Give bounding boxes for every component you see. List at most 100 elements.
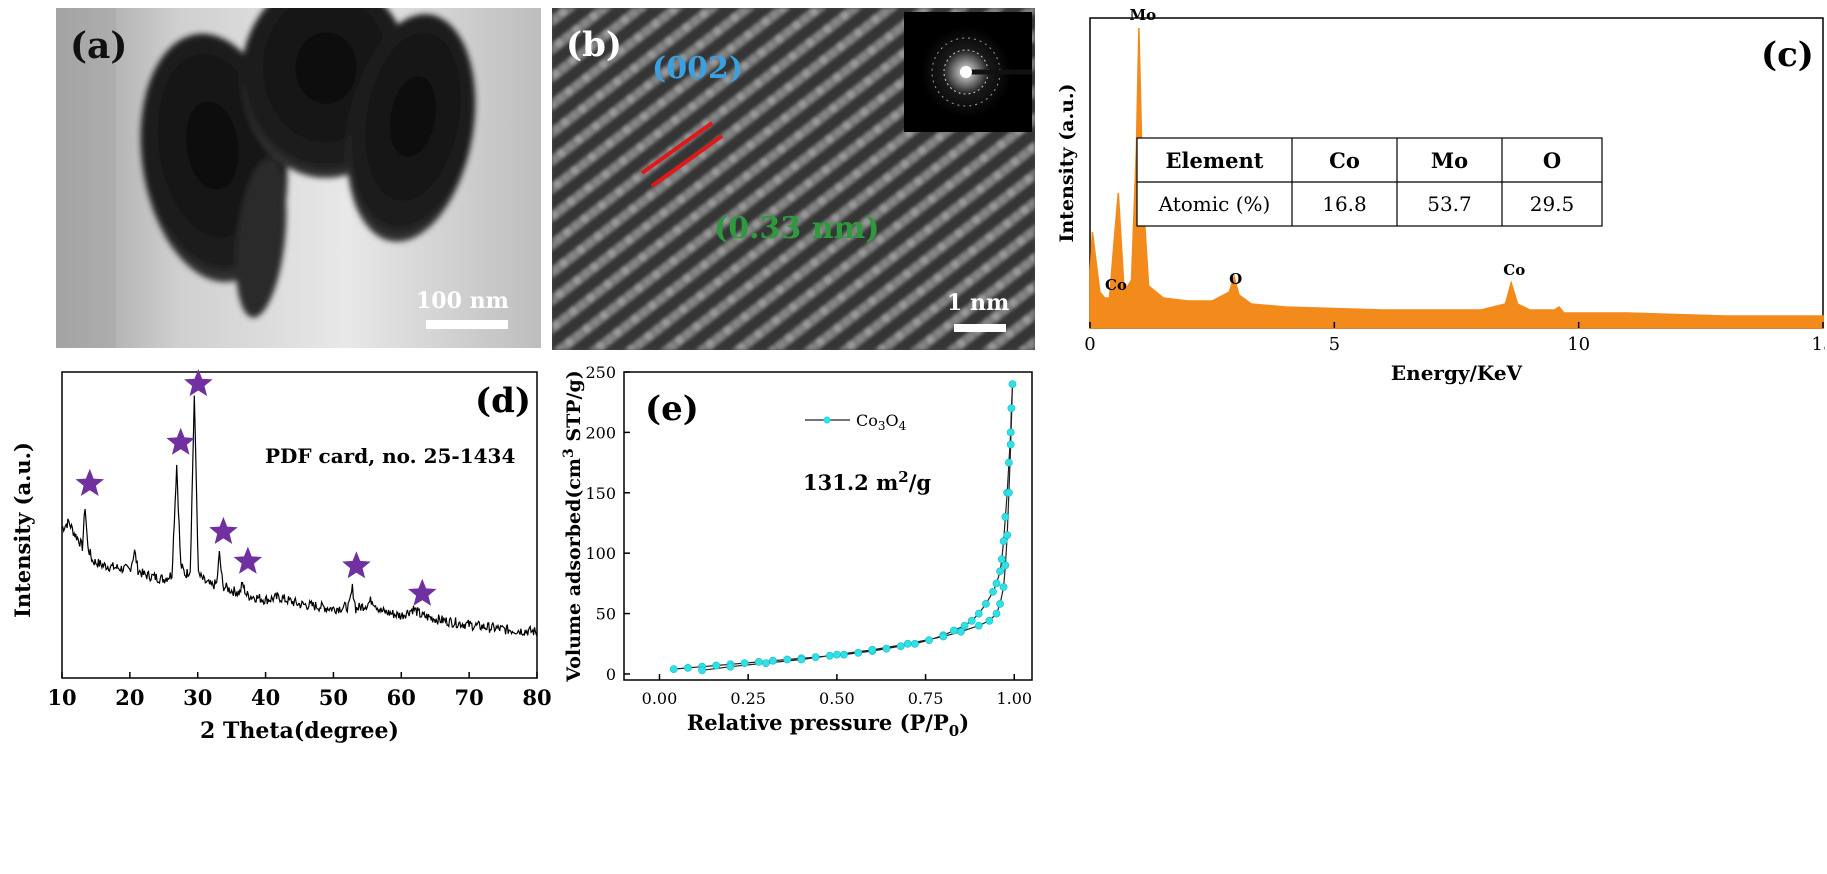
panel-a-scale-text: 100 nm [416, 288, 509, 314]
bet-data-point [981, 599, 990, 608]
xrd-pdf-card-annotation: PDF card, no. 25-1434 [265, 444, 515, 468]
bet-data-point [669, 665, 678, 673]
legend-marker [823, 416, 831, 424]
bet-x-tick-label: 0.75 [908, 689, 944, 708]
bet-y-tick-label: 50 [596, 605, 616, 624]
legend-label-text: Co [856, 411, 878, 430]
eds-peak-label: Mo [1130, 8, 1157, 24]
bet-data-point [896, 642, 905, 651]
bet-y-axis-label: Volume adsorbed(cm3 STP/g) [561, 370, 585, 683]
panel-b-label: (b) [566, 25, 622, 65]
bet-data-point [949, 626, 958, 635]
legend-label-sub: 4 [899, 419, 907, 433]
panel-a-tem-image: (a) 100 nm [56, 8, 541, 348]
bet-x-tick-label: 0.25 [730, 689, 766, 708]
bet-data-point [996, 567, 1004, 576]
bet-data-point [903, 639, 912, 648]
bet-x-tick-label: 1.00 [996, 689, 1032, 708]
bet-data-point [997, 555, 1006, 564]
bet-data-point [992, 609, 1001, 618]
eds-x-tick-label: 0 [1084, 334, 1095, 355]
bet-data-point [882, 644, 891, 653]
bet-data-point [754, 657, 763, 666]
xrd-x-tick-label: 20 [115, 685, 144, 710]
eds-x-tick-label: 15 [1812, 334, 1825, 355]
bet-data-point [1006, 428, 1015, 437]
bet-isotherm-svg: 0.00 0.25 0.50 0.75 1.00 0 50 100 150 200 250 Relat… [561, 363, 1033, 740]
bet-y-tick-label: 150 [585, 484, 616, 503]
panel-b-scale-text: 1 nm [947, 290, 1009, 316]
bet-data-point [974, 621, 983, 630]
bet-data-point [1007, 404, 1016, 413]
table-header-cell: Mo [1431, 148, 1468, 173]
saed-inset [904, 12, 1032, 132]
bet-data-point [854, 648, 863, 657]
bet-data-point [999, 583, 1008, 591]
panel-e-bet-chart: 0.00 0.25 0.50 0.75 1.00 0 50 100 150 200 250 Relat… [560, 360, 1040, 874]
panel-b-scale-bar [954, 324, 1006, 332]
bet-data-point [1008, 380, 1017, 388]
eds-x-tick-label: 10 [1567, 334, 1590, 355]
eds-x-axis-label: Energy/KeV [1391, 361, 1523, 385]
legend-label: Co3O4 [856, 411, 907, 433]
hrtem-micrograph: (b) (002) (0.33 nm) 1 nm [552, 8, 1035, 350]
bet-data-point [1004, 458, 1013, 467]
bet-data-point [974, 609, 983, 618]
bet-data-point [868, 645, 877, 654]
table-header-cell: Element [1166, 148, 1264, 173]
xrd-x-tick-label: 30 [183, 685, 212, 710]
xrd-x-tick-label: 80 [522, 685, 551, 710]
surface-area-annotation: 131.2 m2/g [803, 468, 931, 495]
bet-data-point [726, 662, 735, 671]
panel-e-label: (e) [645, 389, 699, 429]
panel-c-label: (c) [1761, 35, 1814, 75]
bet-data-point [1001, 512, 1010, 521]
surface-area-value: 131.2 m [803, 470, 898, 495]
bet-data-point [1003, 531, 1012, 539]
table-header-cell: Co [1329, 148, 1360, 173]
bet-data-point [996, 599, 1004, 608]
bet-x-axis-label-sub: 0 [949, 722, 959, 740]
bet-data-point [985, 616, 994, 625]
bet-data-point [783, 655, 792, 664]
lattice-spacing-label: (0.33 nm) [714, 211, 879, 246]
bet-data-point [939, 632, 948, 641]
eds-peak-label: O [1229, 270, 1242, 288]
bet-y-tick-label: 100 [585, 544, 616, 563]
phase-star-marker [342, 551, 371, 579]
bet-data-point [684, 663, 692, 672]
bet-x-tick-label: 0.00 [642, 689, 678, 708]
eds-x-tick-label: 5 [1329, 334, 1340, 355]
bet-data-point [957, 627, 965, 636]
xrd-x-tick-label: 40 [251, 685, 280, 710]
xrd-x-axis-label: 2 Theta(degree) [200, 718, 399, 744]
phase-star-marker [184, 369, 213, 397]
bet-data-point [797, 655, 806, 664]
panel-d-label: (d) [475, 381, 531, 421]
bet-plot-frame [623, 371, 1033, 681]
panel-c-eds-chart: 0 5 10 15 Mo Co O Co Energy/KeV Intensity (a.u.) (… [1045, 8, 1825, 398]
bet-y-axis-label-tail: STP/g) [563, 370, 585, 448]
bet-data-point [1001, 561, 1010, 570]
legend-label-sub: 3 [878, 419, 886, 433]
bet-data-point [811, 653, 820, 661]
panel-d-xrd-chart: 10 20 30 40 50 60 70 80 2 Theta(degree) Intensity… [0, 360, 560, 874]
bet-data-point [832, 650, 841, 659]
table-value-cell: Atomic (%) [1158, 192, 1271, 216]
bet-data-point [1006, 440, 1015, 449]
panel-a-label: (a) [70, 25, 127, 67]
table-header-cell: O [1543, 148, 1561, 173]
xrd-x-tick-label: 70 [455, 685, 484, 710]
bet-y-tick-label: 0 [606, 665, 616, 684]
fringe-markers [640, 121, 724, 188]
bet-data-point [910, 639, 919, 648]
xrd-x-tick-label: 10 [47, 685, 76, 710]
bet-legend: Co3O4 [805, 411, 907, 433]
xrd-pattern-svg: 10 20 30 40 50 60 70 80 2 Theta(degree) Intensity… [10, 369, 552, 744]
lattice-plane-label: (002) [652, 51, 743, 86]
bet-data-point [992, 579, 1001, 588]
phase-star-marker [75, 468, 104, 496]
xrd-x-tick-label: 60 [387, 685, 416, 710]
composition-table: Element Atomic (%) Co 16.8 Mo 53.7 O 29.5 [1136, 137, 1603, 227]
bet-data-point [840, 650, 848, 659]
